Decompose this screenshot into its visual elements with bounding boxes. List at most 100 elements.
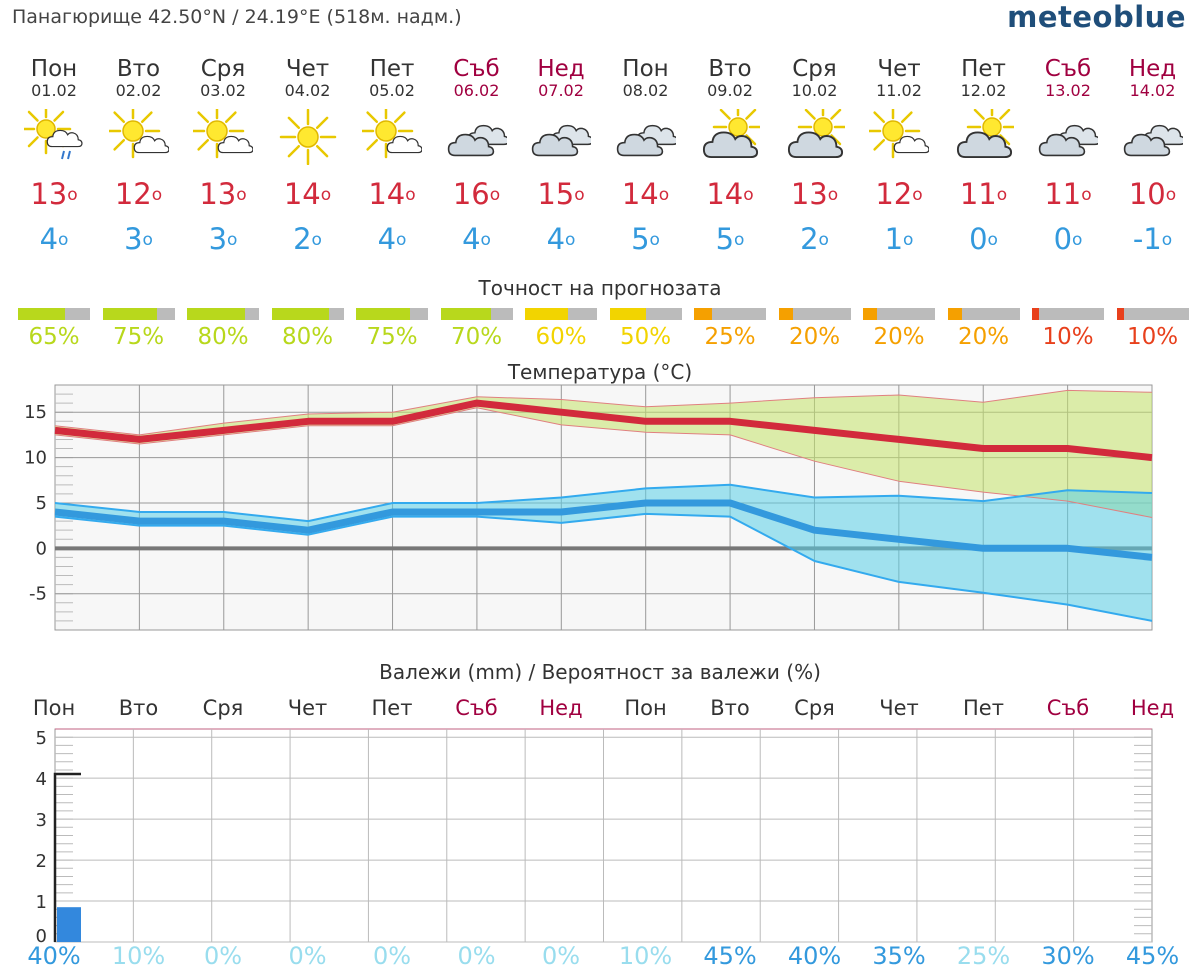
precip-bar bbox=[57, 907, 81, 942]
max-temperature: 12o bbox=[114, 177, 163, 211]
min-temperature: 4o bbox=[462, 222, 491, 256]
accuracy-bar bbox=[440, 308, 513, 320]
accuracy-cell: 10% bbox=[1032, 308, 1104, 350]
max-temperature: 13o bbox=[199, 177, 247, 211]
precip-probability: 0% bbox=[203, 942, 243, 970]
tmin-upper-line bbox=[54, 483, 1153, 523]
cloud-sun-icon bbox=[956, 109, 1014, 159]
day-name: Съб bbox=[1044, 56, 1092, 82]
temperature-chart: -5 0 5 10 15 bbox=[24, 384, 1153, 631]
accuracy-percent: 65% bbox=[28, 324, 80, 350]
accuracy-percent: 25% bbox=[704, 324, 756, 350]
accuracy-percent: 20% bbox=[873, 324, 925, 350]
accuracy-cell: 20% bbox=[778, 308, 851, 350]
min-temperature: 4o bbox=[39, 222, 69, 256]
day-column: Чет 04.02 14o 2o bbox=[266, 56, 350, 256]
min-temperature: 4o bbox=[546, 222, 576, 256]
accuracy-percent: 10% bbox=[1042, 324, 1094, 350]
cloud-icon bbox=[1038, 124, 1098, 157]
temp-y-tick-label: 10 bbox=[24, 448, 47, 469]
day-date: 13.02 bbox=[1045, 81, 1091, 100]
day-name: Чет bbox=[285, 56, 330, 82]
precip-probability: 25% bbox=[956, 942, 1011, 970]
min-temperature: 1o bbox=[884, 222, 914, 256]
day-date: 14.02 bbox=[1129, 81, 1176, 100]
day-date: 03.02 bbox=[200, 81, 246, 100]
accuracy-bar bbox=[356, 308, 428, 320]
min-temperature: 3o bbox=[208, 222, 238, 256]
precip-max-marker bbox=[53, 772, 81, 942]
precip-day-label: Нед bbox=[1130, 696, 1175, 720]
precip-y-tick-label: 1 bbox=[36, 892, 47, 913]
accuracy-percent: 80% bbox=[281, 324, 334, 350]
accuracy-bar bbox=[187, 308, 259, 320]
accuracy-bar bbox=[778, 308, 851, 320]
precip-day-label: Вто bbox=[118, 696, 159, 720]
accuracy-title: Точност на прогнозата bbox=[478, 276, 722, 300]
accuracy-cell: 20% bbox=[947, 308, 1020, 350]
accuracy-cell: 80% bbox=[187, 308, 259, 350]
day-date: 11.02 bbox=[876, 81, 922, 100]
day-date: 10.02 bbox=[791, 81, 838, 100]
precip-y-tick-label: 2 bbox=[36, 851, 47, 872]
precip-day-label: Пон bbox=[624, 696, 667, 720]
min-temperature: 2o bbox=[293, 222, 322, 256]
accuracy-percent: 60% bbox=[535, 324, 587, 350]
accuracy-percent: 70% bbox=[450, 324, 503, 350]
tmax-line bbox=[54, 399, 1153, 462]
accuracy-cell: 75% bbox=[102, 308, 175, 350]
precip-day-label: Сря bbox=[794, 696, 835, 720]
day-column: Пон 08.02 14o 5o bbox=[604, 56, 688, 256]
day-date: 04.02 bbox=[284, 81, 331, 100]
precip-probability: 45% bbox=[1125, 942, 1180, 970]
max-temperature: 14o bbox=[621, 177, 670, 211]
tmin-lower-line bbox=[54, 512, 1153, 622]
tmin-range-band bbox=[55, 484, 1152, 621]
precip-y-tick-label: 0 bbox=[36, 926, 47, 945]
temp-y-tick-label: 15 bbox=[24, 402, 47, 423]
min-temperature: 3o bbox=[124, 222, 153, 256]
accuracy-percent: 50% bbox=[619, 324, 672, 350]
precip-probability: 0% bbox=[457, 942, 496, 970]
day-name: Сря bbox=[792, 56, 837, 82]
accuracy-percent: 75% bbox=[366, 324, 418, 350]
sun-cloud-icon bbox=[193, 109, 253, 159]
accuracy-cell: 70% bbox=[440, 308, 513, 350]
day-column: Чет 11.02 12o 1o bbox=[857, 56, 941, 256]
precip-probability: 40% bbox=[787, 942, 842, 970]
day-column: Пет 05.02 14o 4o bbox=[350, 56, 434, 256]
day-name: Съб bbox=[453, 56, 500, 82]
day-date: 06.02 bbox=[453, 81, 500, 100]
accuracy-cell: 65% bbox=[18, 308, 90, 350]
accuracy-cell: 60% bbox=[525, 308, 597, 350]
cloud-sun-icon bbox=[702, 109, 760, 159]
day-date: 07.02 bbox=[538, 81, 584, 100]
max-temperature: 15o bbox=[537, 177, 585, 211]
accuracy-bar bbox=[271, 308, 344, 320]
accuracy-bar bbox=[609, 308, 682, 320]
day-name: Пет bbox=[369, 56, 415, 82]
sun-cloud-icon bbox=[108, 109, 169, 159]
max-temperature: 13o bbox=[30, 177, 78, 211]
temp-y-tick-label: -5 bbox=[29, 584, 47, 605]
accuracy-cell: 80% bbox=[271, 308, 344, 350]
cloud-sun-icon bbox=[787, 109, 845, 159]
precip-probability: 40% bbox=[27, 942, 81, 970]
day-name: Нед bbox=[537, 56, 585, 82]
day-name: Пет bbox=[961, 56, 1006, 82]
day-name: Сря bbox=[200, 56, 246, 82]
cloud-icon bbox=[447, 124, 507, 157]
day-name: Пон bbox=[622, 56, 669, 82]
accuracy-cell: 10% bbox=[1116, 308, 1189, 350]
tmin-line bbox=[54, 499, 1153, 561]
day-name: Вто bbox=[116, 56, 161, 82]
day-name: Чет bbox=[877, 56, 921, 82]
day-name: Нед bbox=[1128, 56, 1177, 82]
min-temperature: 5o bbox=[715, 222, 745, 256]
accuracy-bar bbox=[863, 308, 935, 320]
brand-logo[interactable]: meteoblue bbox=[1007, 0, 1186, 34]
min-temperature: 4o bbox=[377, 222, 407, 256]
max-temperature: 16o bbox=[452, 177, 501, 211]
accuracy-percent: 80% bbox=[197, 324, 249, 350]
precip-probability: 10% bbox=[618, 942, 673, 970]
